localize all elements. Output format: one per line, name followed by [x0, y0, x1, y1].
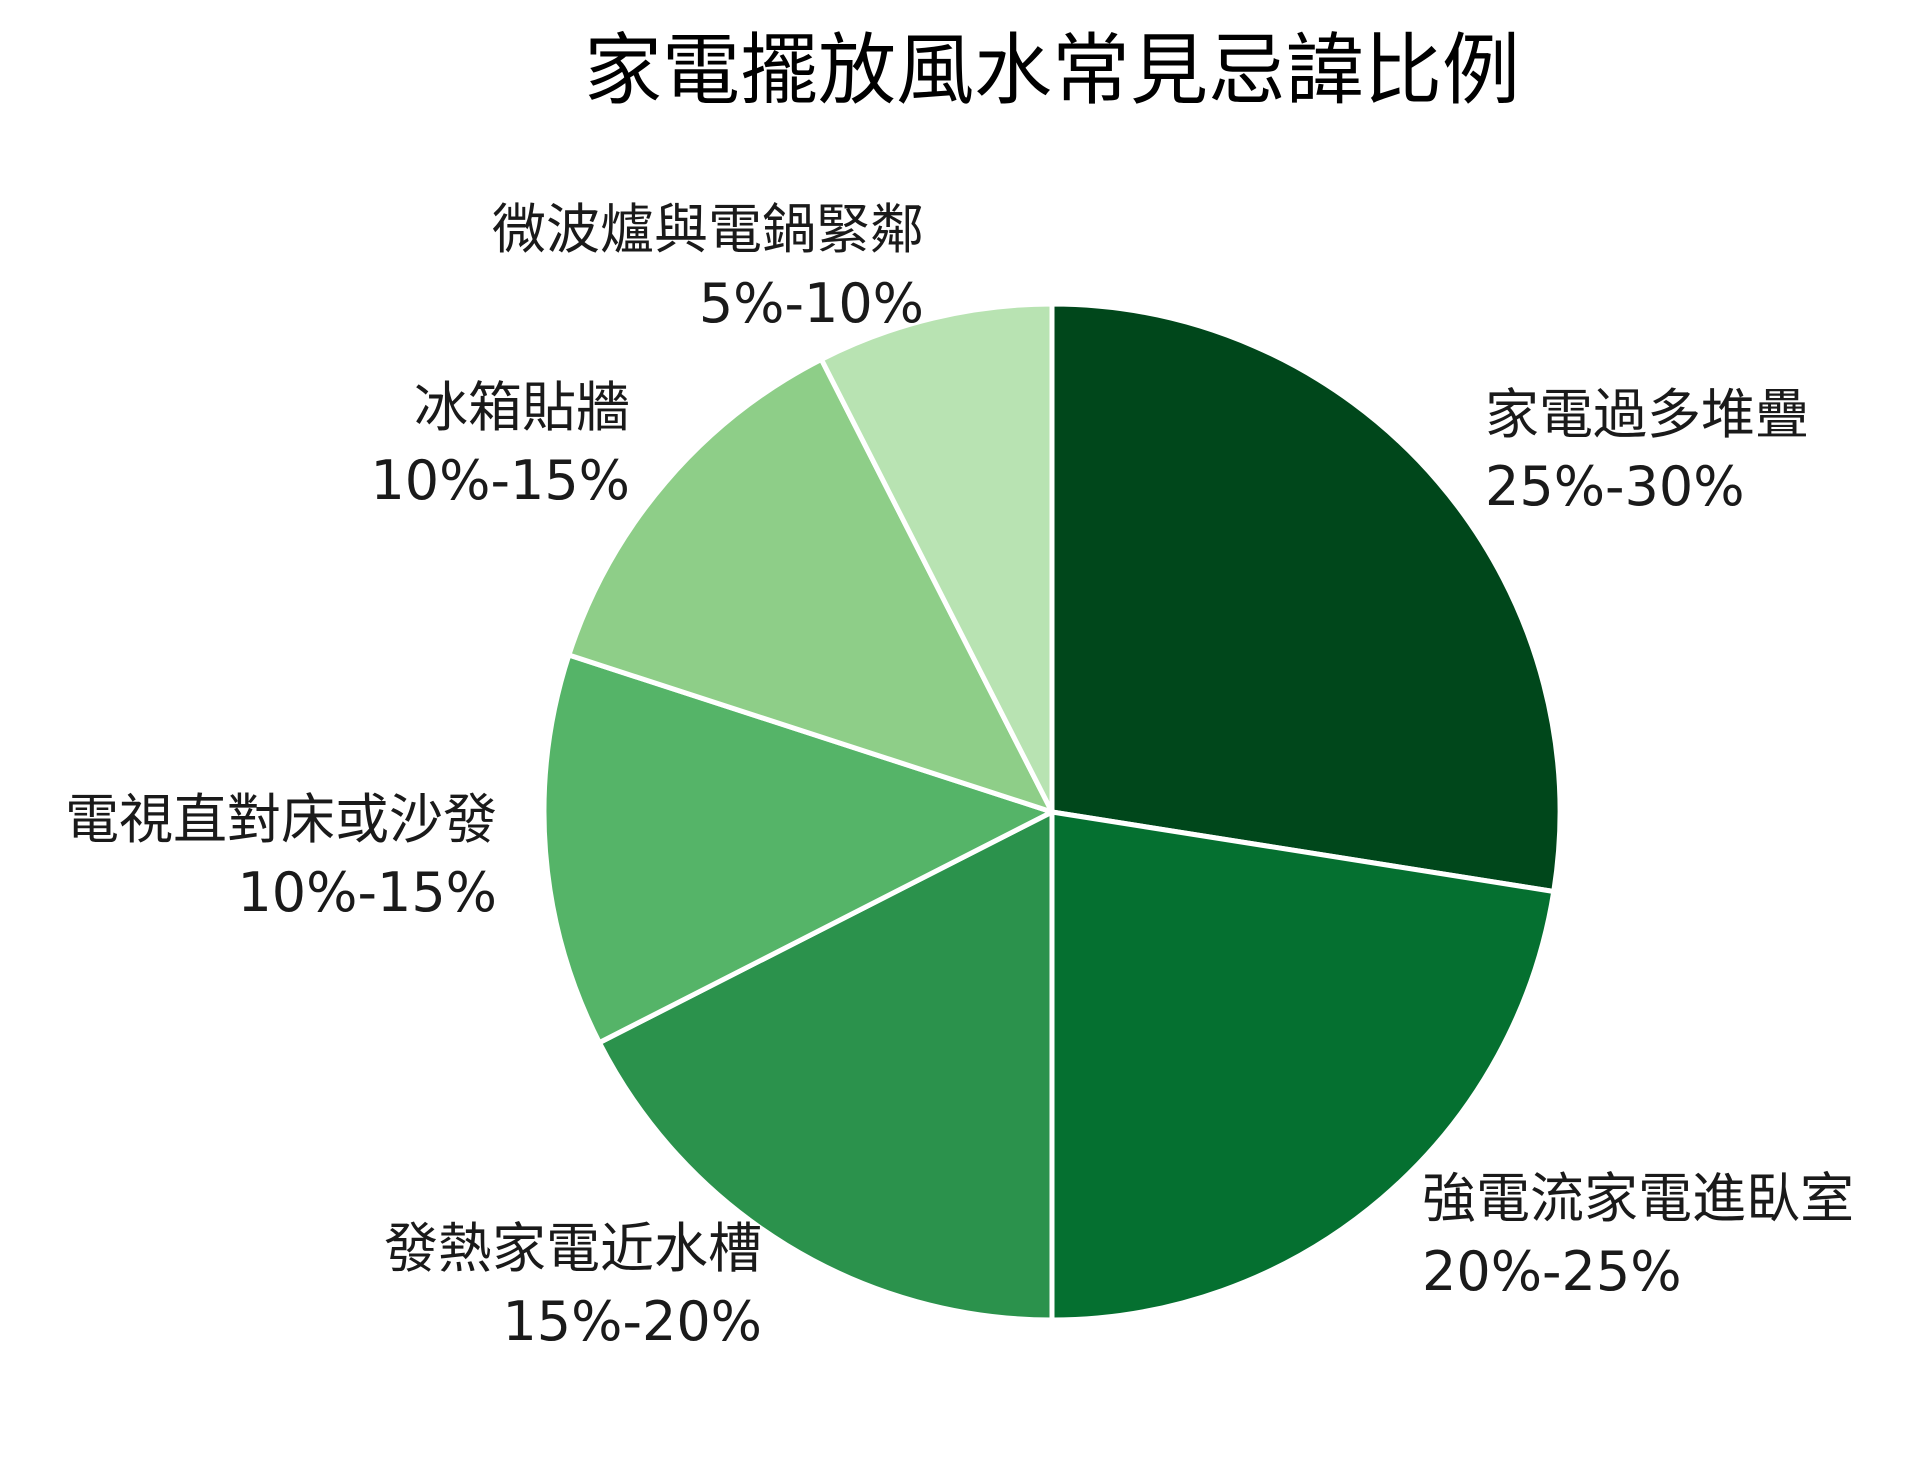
slice-label: 冰箱貼牆 — [414, 376, 630, 439]
slice-label: 微波爐與電鍋緊鄰 — [492, 198, 924, 261]
slice-range-label: 10%-15% — [370, 449, 630, 512]
pie-slices — [541, 301, 1563, 1323]
pie-slice — [818, 301, 1055, 815]
pie-labels: 家電過多堆疊 25%-30% 強電流家電進臥室 20%-25% 發熱家電近水槽 15%-2… — [65, 198, 1854, 1353]
slice-range-label: 25%-30% — [1485, 455, 1745, 518]
slice-label: 強電流家電進臥室 — [1422, 1167, 1854, 1230]
pie-slice — [541, 652, 1055, 1046]
slice-range-label: 10%-15% — [237, 861, 497, 924]
pie-slice — [596, 809, 1055, 1323]
slice-label: 發熱家電近水槽 — [384, 1217, 762, 1280]
pie-slice — [1049, 301, 1563, 894]
slice-label: 家電過多堆疊 — [1485, 383, 1809, 446]
pie-slice — [1049, 809, 1557, 1323]
pie-slice — [566, 356, 1055, 815]
slice-range-label: 15%-20% — [502, 1290, 762, 1353]
slice-range-label: 5%-10% — [699, 272, 924, 335]
slice-label: 電視直對床或沙發 — [65, 788, 497, 851]
chart-title: 家電擺放風水常見忌諱比例 — [584, 26, 1520, 116]
slice-range-label: 20%-25% — [1422, 1240, 1682, 1303]
